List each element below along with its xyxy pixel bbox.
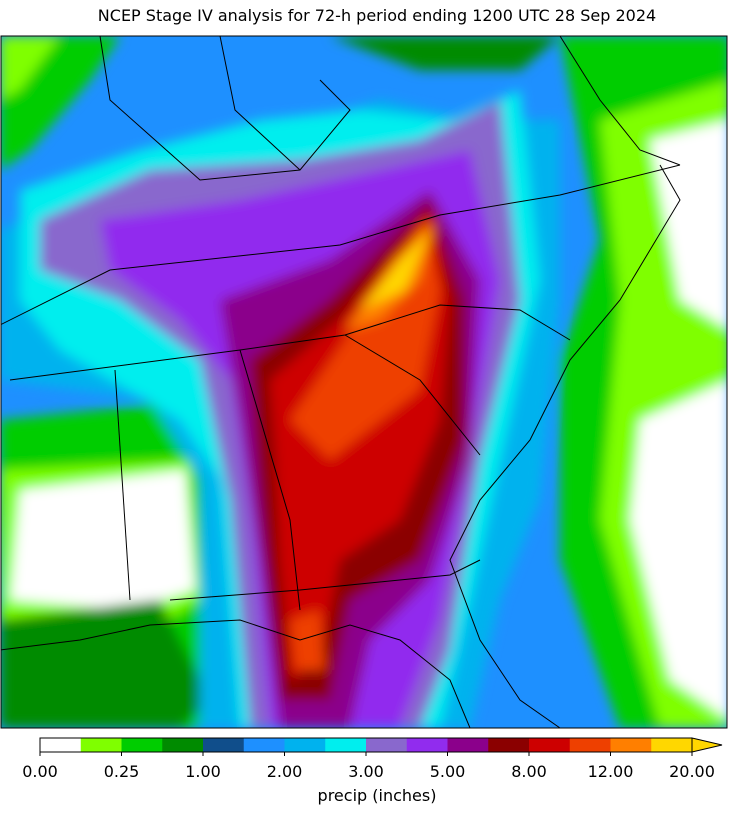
colorbar-segment [610,738,652,752]
colorbar-segment [325,738,367,752]
colorbar-segment [529,738,571,752]
map-title: NCEP Stage IV analysis for 72-h period e… [98,6,656,25]
colorbar-segment [203,738,245,752]
colorbar-tick-label: 2.00 [267,762,303,781]
colorbar-extend [691,737,723,753]
colorbar-segment [651,738,693,752]
colorbar-segment [121,738,163,752]
colorbar-tick-label: 1.00 [185,762,221,781]
precip-map [1,36,727,728]
boundaries [1,36,681,728]
colorbar-segment [569,738,611,752]
colorbar-tick-label: 20.00 [669,762,715,781]
colorbar-label: precip (inches) [318,786,437,805]
colorbar-segment [406,738,448,752]
colorbar-segment [80,738,122,752]
colorbar-segment [162,738,204,752]
colorbar-segment [40,738,82,752]
colorbar-segment [284,738,326,752]
colorbar-tick-label: 12.00 [588,762,634,781]
colorbar: 0.00 0.25 1.00 2.00 3.00 5.00 8.00 12.00 20.00 [22,737,723,781]
colorbar-tick-label: 0.00 [22,762,58,781]
colorbar-tick-label: 3.00 [348,762,384,781]
colorbar-tick-label: 8.00 [511,762,547,781]
colorbar-segment [243,738,285,752]
colorbar-tick-label: 0.25 [104,762,140,781]
map-frame [0,35,728,729]
colorbar-segment [366,738,408,752]
colorbar-segment [488,738,530,752]
colorbar-segment [447,738,489,752]
colorbar-tick-label: 5.00 [430,762,466,781]
